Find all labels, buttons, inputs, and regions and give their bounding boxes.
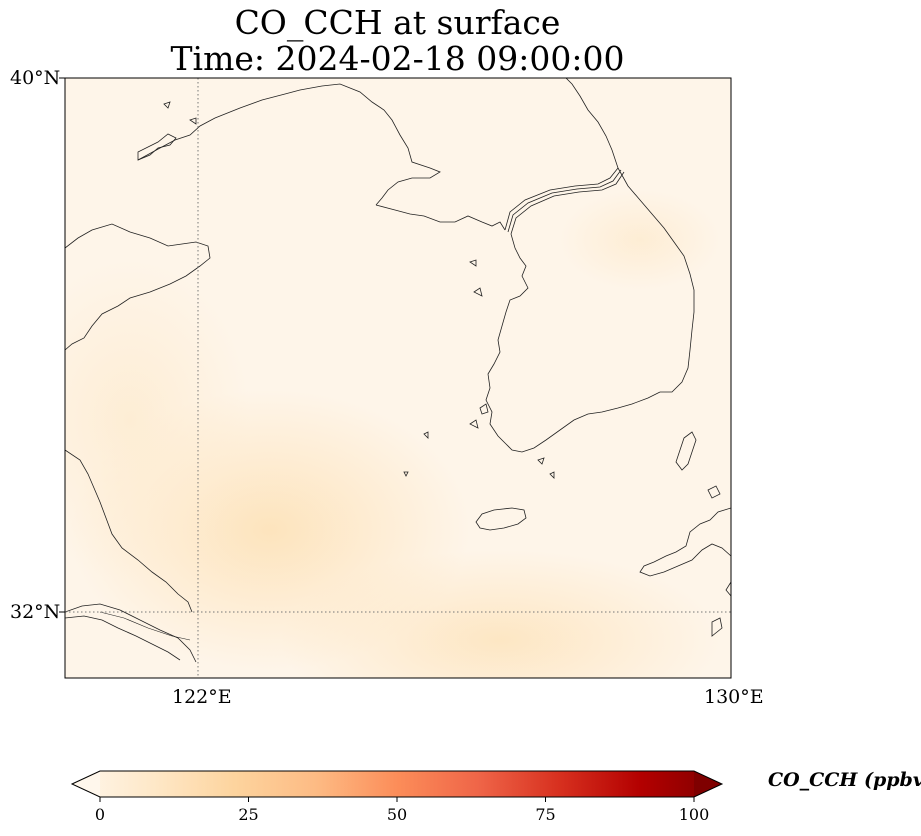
lon-label-130e: 130°E	[704, 686, 764, 708]
colorbar-tick-100: 100	[678, 805, 710, 824]
colorbar-tick-25: 25	[238, 805, 259, 824]
colorbar-label: CO_CCH (ppbv)	[768, 769, 921, 791]
concentration-field	[65, 78, 731, 678]
coastlines	[65, 78, 731, 663]
map-frame	[64, 77, 732, 679]
lon-label-122e: 122°E	[172, 686, 232, 708]
lat-label-32n: 32°N	[10, 601, 61, 623]
map-title: CO_CCH at surface	[234, 3, 561, 42]
colorbar	[72, 771, 722, 797]
graticule	[65, 78, 731, 678]
colorbar-tick-50: 50	[386, 805, 408, 824]
colorbar-min-extension	[72, 771, 100, 797]
colorbar-tick-0: 0	[94, 805, 106, 824]
map-time-subtitle: Time: 2024-02-18 09:00:00	[170, 39, 625, 78]
colorbar-max-extension	[694, 771, 722, 797]
lat-label-40n: 40°N	[10, 67, 61, 89]
colorbar-tick-75: 75	[535, 805, 556, 824]
